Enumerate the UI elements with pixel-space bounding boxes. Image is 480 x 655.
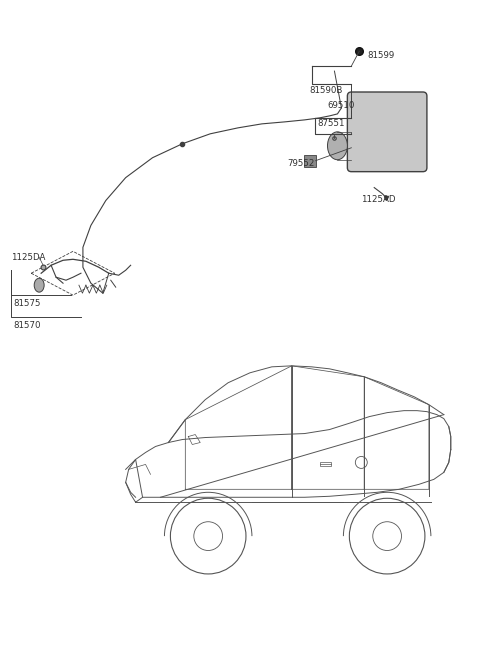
Text: 81599: 81599	[367, 50, 395, 60]
Ellipse shape	[327, 132, 348, 160]
Text: 81570: 81570	[13, 320, 41, 329]
Text: 69510: 69510	[327, 102, 355, 111]
FancyBboxPatch shape	[348, 92, 427, 172]
Text: 79552: 79552	[288, 159, 315, 168]
Bar	[304, 155, 315, 166]
Text: 1125AD: 1125AD	[361, 195, 396, 204]
Text: 81590B: 81590B	[310, 86, 343, 94]
Ellipse shape	[34, 278, 44, 292]
Text: 1125DA: 1125DA	[12, 253, 46, 262]
Bar	[320, 462, 332, 466]
Text: 81575: 81575	[13, 299, 41, 308]
Text: 87551: 87551	[318, 119, 345, 128]
